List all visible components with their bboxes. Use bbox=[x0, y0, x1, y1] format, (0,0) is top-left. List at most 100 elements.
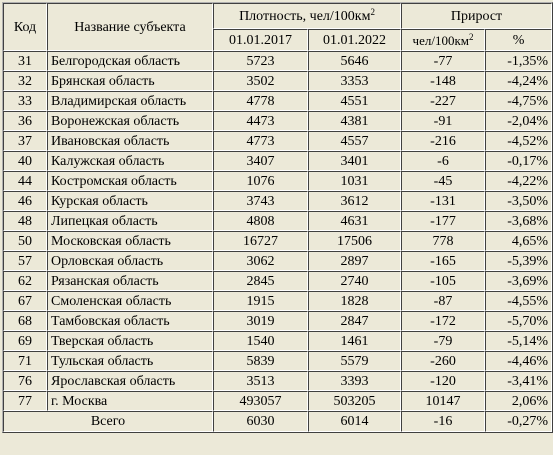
cell-growth-abs: -105 bbox=[401, 271, 486, 291]
table-row: 62 Рязанская область 2845 2740 -105 -3,69% bbox=[3, 271, 553, 291]
cell-density-2022: 3353 bbox=[308, 71, 402, 91]
table-row: 50 Московская область 16727 17506 778 4,65% bbox=[3, 231, 553, 251]
table-row: 67 Смоленская область 1915 1828 -87 -4,55% bbox=[3, 291, 553, 311]
cell-growth-pct: -3,41% bbox=[485, 371, 553, 391]
cell-density-2017: 4773 bbox=[213, 131, 308, 151]
cell-code: 37 bbox=[3, 131, 47, 151]
table-row: 57 Орловская область 3062 2897 -165 -5,39% bbox=[3, 251, 553, 271]
header-growth-abs-label: чел/100км bbox=[412, 32, 469, 48]
cell-growth-pct: -5,70% bbox=[485, 311, 553, 331]
cell-code: 76 bbox=[3, 371, 47, 391]
cell-code: 69 bbox=[3, 331, 47, 351]
cell-density-2017: 3743 bbox=[213, 191, 308, 211]
total-label: Всего bbox=[3, 411, 213, 432]
cell-density-2017: 3513 bbox=[213, 371, 308, 391]
header-growth-pct: % bbox=[485, 29, 553, 51]
table-row: 77 г. Москва 493057 503205 10147 2,06% bbox=[3, 391, 553, 411]
cell-growth-abs: -165 bbox=[401, 251, 486, 271]
cell-name: Орловская область bbox=[47, 251, 213, 271]
cell-growth-abs: -79 bbox=[401, 331, 486, 351]
cell-code: 40 bbox=[3, 151, 47, 171]
cell-density-2017: 5723 bbox=[213, 51, 308, 71]
cell-density-2017: 4473 bbox=[213, 111, 308, 131]
cell-growth-pct: -4,46% bbox=[485, 351, 553, 371]
header-growth-abs-sup: 2 bbox=[468, 31, 474, 42]
cell-density-2022: 4631 bbox=[308, 211, 402, 231]
cell-density-2022: 2897 bbox=[308, 251, 402, 271]
cell-growth-pct: -4,55% bbox=[485, 291, 553, 311]
cell-code: 68 bbox=[3, 311, 47, 331]
cell-code: 57 bbox=[3, 251, 47, 271]
cell-growth-pct: -0,17% bbox=[485, 151, 553, 171]
cell-growth-abs: -6 bbox=[401, 151, 486, 171]
cell-name: Тульская область bbox=[47, 351, 213, 371]
cell-name: Белгородская область bbox=[47, 51, 213, 71]
cell-density-2017: 2845 bbox=[213, 271, 308, 291]
cell-code: 36 bbox=[3, 111, 47, 131]
cell-name: Калужская область bbox=[47, 151, 213, 171]
table-row: 46 Курская область 3743 3612 -131 -3,50% bbox=[3, 191, 553, 211]
cell-density-2017: 16727 bbox=[213, 231, 308, 251]
cell-code: 48 bbox=[3, 211, 47, 231]
cell-density-2017: 5839 bbox=[213, 351, 308, 371]
cell-growth-pct: -4,52% bbox=[485, 131, 553, 151]
total-growth-pct: -0,27% bbox=[485, 411, 553, 432]
table-row: 69 Тверская область 1540 1461 -79 -5,14% bbox=[3, 331, 553, 351]
cell-name: Тверская область bbox=[47, 331, 213, 351]
header-growth-abs: чел/100км2 bbox=[401, 29, 486, 51]
cell-density-2017: 493057 bbox=[213, 391, 308, 411]
total-row: Всего 6030 6014 -16 -0,27% bbox=[3, 411, 553, 432]
header-density: Плотность, чел/100км2 bbox=[213, 3, 402, 29]
cell-name: Ярославская область bbox=[47, 371, 213, 391]
cell-code: 32 bbox=[3, 71, 47, 91]
cell-growth-pct: -2,04% bbox=[485, 111, 553, 131]
total-density-2017: 6030 bbox=[213, 411, 308, 432]
cell-density-2022: 503205 bbox=[308, 391, 402, 411]
cell-code: 77 bbox=[3, 391, 47, 411]
cell-growth-abs: -260 bbox=[401, 351, 486, 371]
table-row: 71 Тульская область 5839 5579 -260 -4,46% bbox=[3, 351, 553, 371]
cell-growth-pct: -5,14% bbox=[485, 331, 553, 351]
cell-growth-pct: -3,50% bbox=[485, 191, 553, 211]
cell-growth-abs: -227 bbox=[401, 91, 486, 111]
cell-name: Московская область bbox=[47, 231, 213, 251]
table-row: 31 Белгородская область 5723 5646 -77 -1,35% bbox=[3, 51, 553, 71]
total-growth-abs: -16 bbox=[401, 411, 486, 432]
table-body: 31 Белгородская область 5723 5646 -77 -1,35% 3… bbox=[3, 51, 553, 432]
cell-name: Курская область bbox=[47, 191, 213, 211]
cell-density-2017: 1076 bbox=[213, 171, 308, 191]
header-date-2022: 01.01.2022 bbox=[308, 29, 402, 51]
cell-density-2022: 4381 bbox=[308, 111, 402, 131]
cell-density-2022: 3612 bbox=[308, 191, 402, 211]
cell-growth-abs: -91 bbox=[401, 111, 486, 131]
cell-growth-abs: -148 bbox=[401, 71, 486, 91]
header-code: Код bbox=[3, 3, 47, 51]
cell-growth-pct: -3,69% bbox=[485, 271, 553, 291]
table-row: 44 Костромская область 1076 1031 -45 -4,22% bbox=[3, 171, 553, 191]
cell-growth-pct: -1,35% bbox=[485, 51, 553, 71]
cell-density-2017: 3019 bbox=[213, 311, 308, 331]
cell-code: 46 bbox=[3, 191, 47, 211]
cell-growth-pct: 2,06% bbox=[485, 391, 553, 411]
cell-density-2022: 1031 bbox=[308, 171, 402, 191]
cell-growth-abs: 10147 bbox=[401, 391, 486, 411]
cell-growth-pct: 4,65% bbox=[485, 231, 553, 251]
cell-density-2017: 1915 bbox=[213, 291, 308, 311]
cell-name: Рязанская область bbox=[47, 271, 213, 291]
cell-density-2022: 2847 bbox=[308, 311, 402, 331]
cell-name: Владимирская область bbox=[47, 91, 213, 111]
cell-density-2017: 3502 bbox=[213, 71, 308, 91]
cell-density-2022: 1461 bbox=[308, 331, 402, 351]
cell-growth-pct: -4,22% bbox=[485, 171, 553, 191]
cell-density-2022: 3393 bbox=[308, 371, 402, 391]
header-date-2017: 01.01.2017 bbox=[213, 29, 308, 51]
cell-growth-abs: -177 bbox=[401, 211, 486, 231]
cell-name: Ивановская область bbox=[47, 131, 213, 151]
cell-name: Воронежская область bbox=[47, 111, 213, 131]
cell-growth-abs: -216 bbox=[401, 131, 486, 151]
cell-code: 71 bbox=[3, 351, 47, 371]
header-name: Название субъекта bbox=[47, 3, 213, 51]
cell-density-2017: 4808 bbox=[213, 211, 308, 231]
cell-code: 50 bbox=[3, 231, 47, 251]
